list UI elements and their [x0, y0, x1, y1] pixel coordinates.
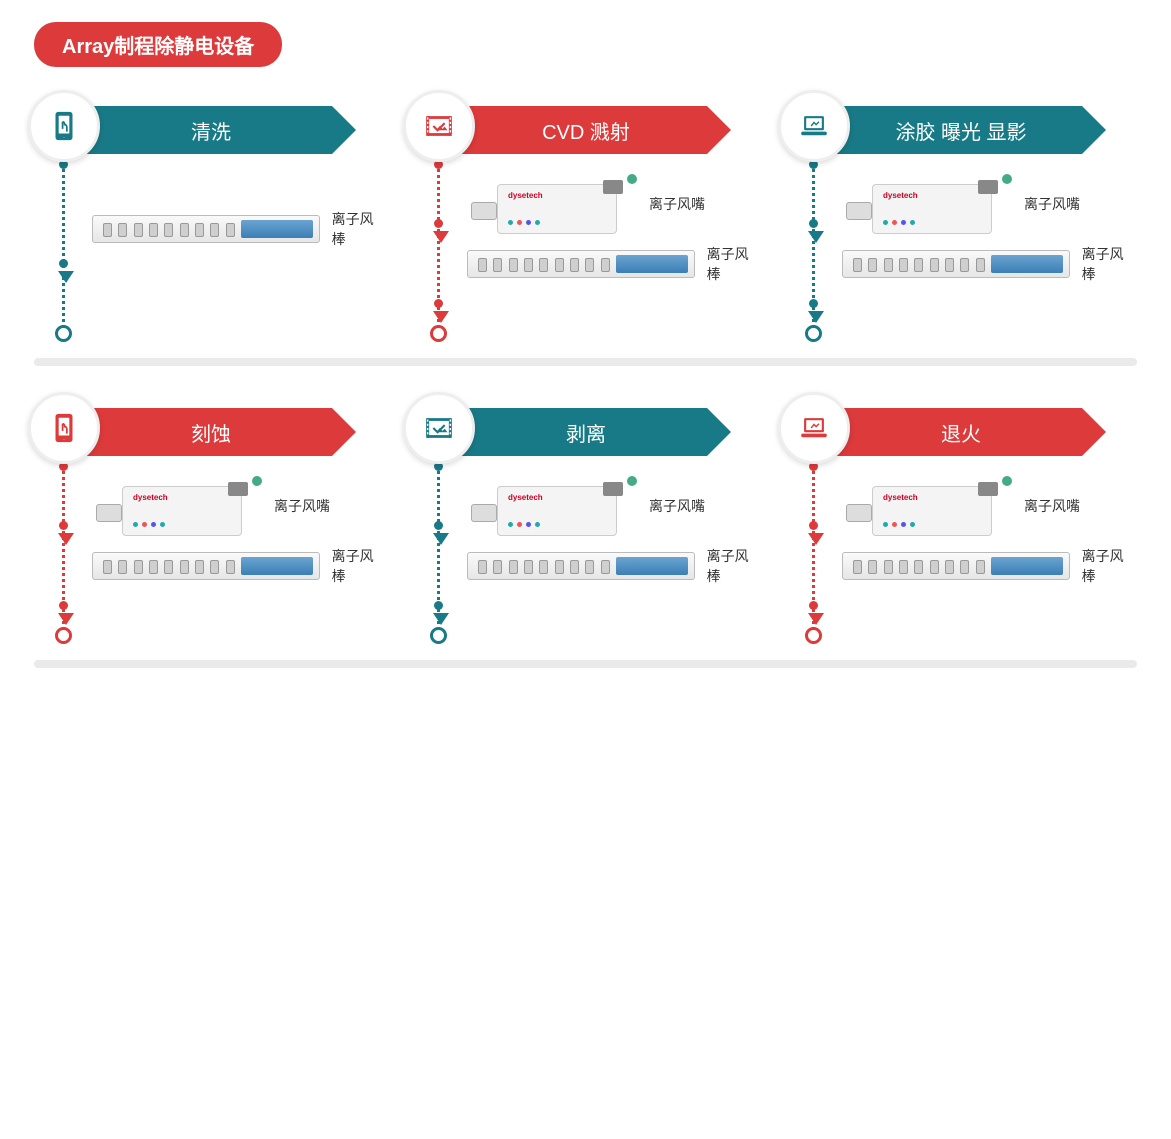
process-grid: 清洗 离子风棒 CVD 溅射 dysetech 离子风嘴 离子风棒 涂胶 曝光 …	[34, 94, 1137, 660]
touch-icon	[28, 90, 100, 162]
flow-line	[812, 466, 815, 636]
flow-line	[62, 164, 65, 334]
process-step: 清洗 离子风棒	[34, 94, 387, 354]
ion-bar-image	[467, 552, 695, 580]
ion-nozzle-image: dysetech	[467, 476, 637, 536]
ion-bar-image	[842, 250, 1070, 278]
ion-nozzle-image: dysetech	[842, 174, 1012, 234]
divider-line-2	[34, 660, 1137, 668]
product-row: dysetech 离子风嘴	[842, 174, 1137, 234]
touch-icon	[28, 392, 100, 464]
product-row: 离子风棒	[467, 546, 762, 586]
product-row: 离子风棒	[467, 244, 762, 284]
divider-line-1	[34, 358, 1137, 366]
process-step: 退火 dysetech 离子风嘴 离子风棒	[784, 396, 1137, 656]
laptop-icon	[778, 392, 850, 464]
product-label: 离子风嘴	[649, 496, 705, 516]
ion-bar-image	[92, 215, 320, 243]
ion-nozzle-image: dysetech	[467, 174, 637, 234]
flow-line	[62, 466, 65, 636]
product-label: 离子风棒	[332, 546, 387, 586]
product-label: 离子风嘴	[274, 496, 330, 516]
product-label: 离子风棒	[1082, 244, 1137, 284]
flow-line	[437, 466, 440, 636]
product-list: dysetech 离子风嘴 离子风棒	[467, 476, 762, 596]
product-list: dysetech 离子风嘴 离子风棒	[92, 476, 387, 596]
product-row: dysetech 离子风嘴	[467, 174, 762, 234]
product-label: 离子风棒	[332, 209, 387, 249]
product-row: dysetech 离子风嘴	[467, 476, 762, 536]
process-step: 刻蚀 dysetech 离子风嘴 离子风棒	[34, 396, 387, 656]
product-row: 离子风棒	[92, 209, 387, 249]
product-row: 离子风棒	[842, 546, 1137, 586]
ion-nozzle-image: dysetech	[842, 476, 1012, 536]
flow-line	[437, 164, 440, 334]
ion-bar-image	[92, 552, 320, 580]
product-row: dysetech 离子风嘴	[842, 476, 1137, 536]
ion-bar-image	[842, 552, 1070, 580]
flow-line	[812, 164, 815, 334]
process-step: CVD 溅射 dysetech 离子风嘴 离子风棒	[409, 94, 762, 354]
film-icon	[403, 392, 475, 464]
product-row: dysetech 离子风嘴	[92, 476, 387, 536]
laptop-icon	[778, 90, 850, 162]
product-label: 离子风棒	[707, 546, 762, 586]
page-title: Array制程除静电设备	[34, 22, 282, 67]
product-label: 离子风嘴	[1024, 194, 1080, 214]
process-step: 涂胶 曝光 显影 dysetech 离子风嘴 离子风棒	[784, 94, 1137, 354]
product-label: 离子风嘴	[1024, 496, 1080, 516]
product-list: dysetech 离子风嘴 离子风棒	[467, 174, 762, 294]
product-row: 离子风棒	[92, 546, 387, 586]
product-list: dysetech 离子风嘴 离子风棒	[842, 174, 1137, 294]
ion-nozzle-image: dysetech	[92, 476, 262, 536]
product-label: 离子风嘴	[649, 194, 705, 214]
product-label: 离子风棒	[1082, 546, 1137, 586]
ion-bar-image	[467, 250, 695, 278]
film-icon	[403, 90, 475, 162]
product-list: dysetech 离子风嘴 离子风棒	[842, 476, 1137, 596]
product-list: 离子风棒	[92, 209, 387, 259]
product-label: 离子风棒	[707, 244, 762, 284]
process-step: 剥离 dysetech 离子风嘴 离子风棒	[409, 396, 762, 656]
product-row: 离子风棒	[842, 244, 1137, 284]
